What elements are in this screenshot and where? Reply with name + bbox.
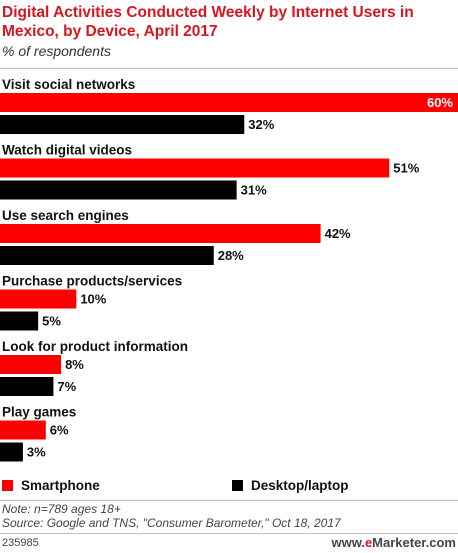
bar-smartphone-use-search-engines: [0, 224, 321, 243]
value-label-smartphone-visit-social-networks: 60%: [427, 95, 453, 110]
logo-suffix: Marketer.com: [372, 535, 456, 550]
bar-smartphone-visit-social-networks: [0, 93, 458, 112]
value-label-desktop-laptop-play-games: 3%: [27, 445, 46, 460]
chart-title: Digital Activities Conducted Weekly by I…: [2, 4, 414, 40]
bar-desktop-laptop-visit-social-networks: [0, 115, 245, 134]
footer-notes: Note: n=789 ages 18+ Source: Google and …: [2, 502, 341, 530]
bar-desktop-laptop-watch-digital-videos: [0, 180, 237, 200]
bar-smartphone-watch-digital-videos: [0, 158, 390, 178]
category-label-visit-social-networks: Visit social networks: [2, 77, 135, 92]
value-label-desktop-laptop-watch-digital-videos: 31%: [241, 183, 267, 198]
legend-desktop-swatch: [232, 480, 243, 491]
source-text: Source: Google and TNS, "Consumer Barome…: [2, 516, 341, 530]
bar-desktop-laptop-play-games: [0, 442, 23, 462]
bar-smartphone-look-for-product-information: [0, 355, 62, 374]
value-label-desktop-laptop-visit-social-networks: 32%: [248, 117, 274, 132]
bar-chart: Visit social networks 60% 32% Watch digital…: [0, 77, 458, 462]
bar-smartphone-purchase-products-services: [0, 289, 77, 309]
logo-e: e: [364, 535, 373, 550]
top-divider: [0, 68, 458, 69]
value-label-smartphone-play-games: 6%: [50, 423, 69, 438]
legend-desktop: Desktop/laptop: [232, 478, 349, 493]
emarketer-logo: www.eMarketer.com: [331, 535, 456, 550]
bottom-divider: [0, 533, 458, 534]
category-label-look-for-product-information: Look for product information: [2, 339, 188, 354]
logo-prefix: www.: [331, 535, 365, 550]
category-label-purchase-products-services: Purchase products/services: [2, 274, 182, 289]
bar-smartphone-play-games: [0, 420, 46, 440]
note-text: Note: n=789 ages 18+: [2, 502, 121, 516]
value-label-desktop-laptop-purchase-products-services: 5%: [42, 314, 61, 329]
chart-subtitle: % of respondents: [2, 43, 111, 59]
legend-desktop-label: Desktop/laptop: [251, 478, 349, 493]
category-label-use-search-engines: Use search engines: [2, 208, 129, 223]
footer-divider: [0, 500, 458, 501]
value-label-desktop-laptop-use-search-engines: 28%: [218, 248, 244, 263]
bar-desktop-laptop-use-search-engines: [0, 246, 214, 265]
legend-smartphone-swatch: [2, 480, 13, 491]
legend-smartphone: Smartphone: [2, 478, 100, 493]
bar-desktop-laptop-look-for-product-information: [0, 377, 54, 396]
chart-id: 235985: [2, 537, 39, 549]
value-label-smartphone-purchase-products-services: 10%: [80, 292, 106, 307]
value-label-smartphone-watch-digital-videos: 51%: [393, 161, 419, 176]
value-label-smartphone-look-for-product-information: 8%: [65, 357, 84, 372]
category-label-watch-digital-videos: Watch digital videos: [2, 143, 132, 158]
legend-smartphone-label: Smartphone: [21, 478, 100, 493]
bar-desktop-laptop-purchase-products-services: [0, 311, 39, 331]
value-label-smartphone-use-search-engines: 42%: [325, 226, 351, 241]
value-label-desktop-laptop-look-for-product-information: 7%: [57, 379, 76, 394]
category-label-play-games: Play games: [2, 405, 76, 420]
